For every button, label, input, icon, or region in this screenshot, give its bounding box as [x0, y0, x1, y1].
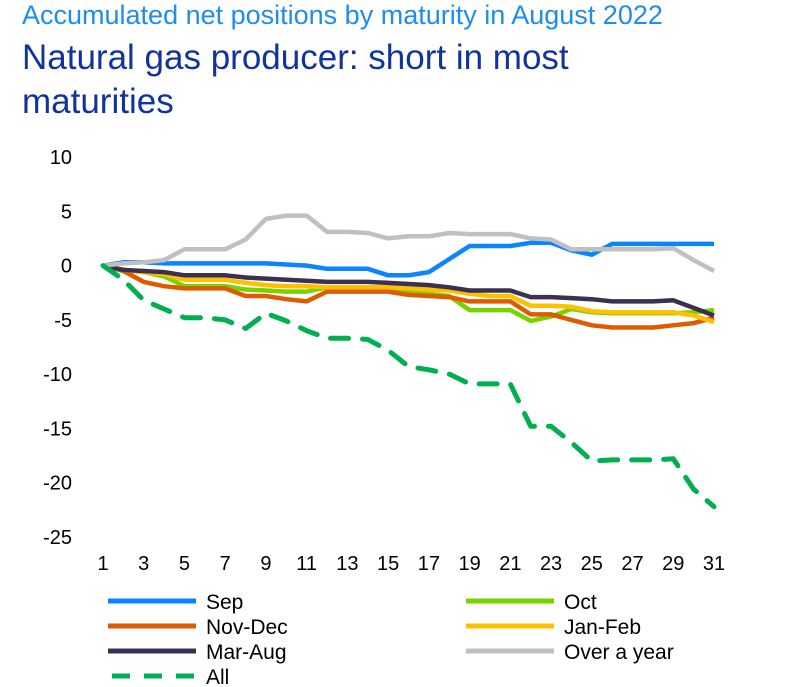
y-tick-label: 5	[61, 201, 72, 223]
x-tick-label: 17	[418, 553, 440, 575]
x-tick-label: 1	[97, 553, 108, 575]
legend-label: All	[206, 666, 229, 687]
chart-supertitle: Accumulated net positions by maturity in…	[22, 0, 663, 30]
legend-label: Nov-Dec	[206, 616, 288, 639]
series-line-mar-aug	[102, 263, 715, 318]
series-line-over-a-year	[102, 213, 716, 273]
x-tick-label: 23	[540, 553, 562, 575]
legend-label: Sep	[206, 591, 243, 614]
x-tick-label: 15	[377, 553, 399, 575]
x-tick-label: 29	[662, 553, 684, 575]
x-tick-label: 25	[581, 553, 603, 575]
legend-label: Jan-Feb	[564, 616, 641, 639]
y-tick-label: -25	[43, 527, 72, 549]
x-tick-label: 27	[621, 553, 643, 575]
legend-label: Oct	[564, 591, 597, 614]
series-line-jan-feb	[102, 263, 715, 325]
y-tick-label: 10	[50, 147, 72, 169]
series-line-all	[100, 263, 717, 510]
x-tick-label: 21	[499, 553, 521, 575]
x-tick-label: 31	[703, 553, 725, 575]
series-line-nov-dec	[102, 263, 715, 330]
y-tick-label: -15	[43, 418, 72, 440]
y-tick-label: -5	[54, 310, 72, 332]
x-tick-label: 11	[296, 553, 317, 575]
chart-title: Natural gas producer: short in most matu…	[22, 38, 569, 121]
y-tick-label: 0	[61, 256, 72, 278]
y-tick-label: -20	[43, 473, 72, 495]
legend-label: Over a year	[564, 641, 674, 664]
series-line-sep	[102, 240, 714, 278]
x-tick-label: 3	[138, 553, 149, 575]
x-tick-label: 9	[260, 553, 271, 575]
x-tick-label: 19	[458, 553, 480, 575]
x-tick-label: 5	[179, 553, 190, 575]
y-tick-label: -10	[43, 364, 72, 386]
legend-label: Mar-Aug	[206, 641, 287, 664]
x-tick-label: 13	[336, 553, 358, 575]
x-tick-label: 7	[220, 553, 231, 575]
